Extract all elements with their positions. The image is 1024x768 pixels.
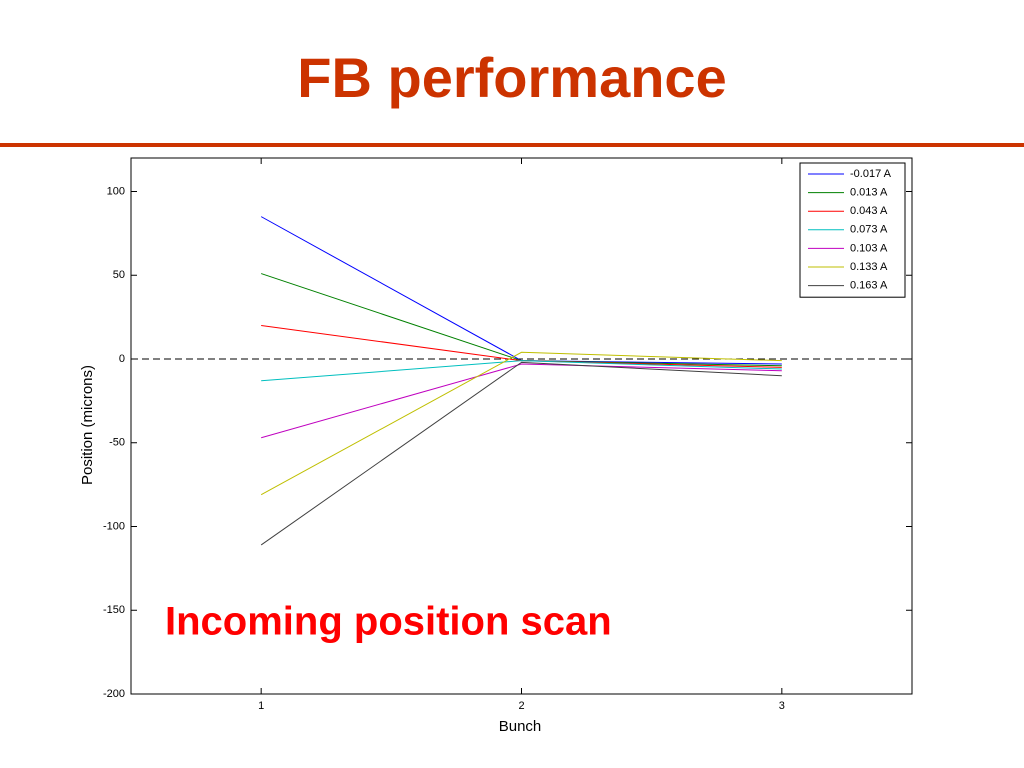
- x-tick-label: 2: [518, 700, 524, 712]
- legend-label: 0.133 A: [850, 261, 888, 273]
- x-tick-label: 3: [779, 700, 785, 712]
- legend-label: 0.043 A: [850, 205, 888, 217]
- plot-frame: [130, 157, 913, 695]
- y-axis-label: Position (microns): [79, 365, 96, 485]
- series-line: [261, 363, 782, 439]
- x-axis-label: Bunch: [499, 718, 542, 735]
- legend-label: 0.163 A: [850, 280, 888, 292]
- y-tick-label: -50: [109, 437, 125, 449]
- legend-label: 0.103 A: [850, 242, 888, 254]
- series-line: [260, 351, 782, 496]
- legend-label: -0.017 A: [850, 168, 892, 180]
- y-tick-label: -100: [103, 520, 125, 532]
- y-tick-label: 0: [119, 353, 125, 365]
- slide-title: FB performance: [297, 46, 726, 109]
- y-tick-label: 50: [113, 269, 125, 281]
- y-tick-label: -150: [103, 604, 125, 616]
- legend-label: 0.073 A: [850, 224, 888, 236]
- x-tick-label: 1: [258, 700, 264, 712]
- y-tick-label: 100: [107, 185, 125, 197]
- series-line: [261, 360, 782, 382]
- annotation: Incoming position scan: [165, 600, 612, 644]
- legend-label: 0.013 A: [850, 187, 888, 199]
- title-rule: [0, 143, 1024, 147]
- series-line: [260, 361, 782, 546]
- y-tick-label: -200: [103, 688, 125, 700]
